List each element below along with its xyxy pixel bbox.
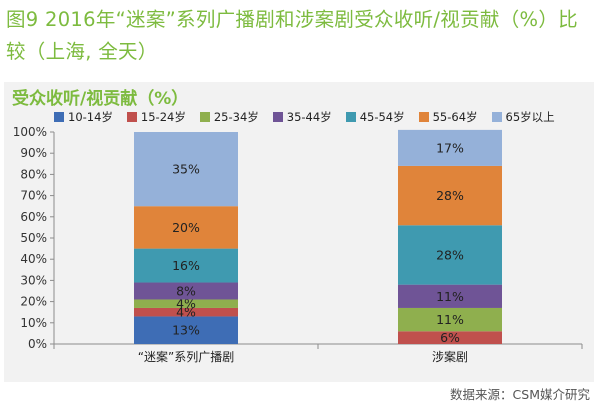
bar-segment bbox=[398, 331, 502, 344]
legend-label: 45-54岁 bbox=[359, 110, 405, 124]
data-label: 8% bbox=[176, 284, 196, 299]
legend-item: 35-44岁 bbox=[272, 109, 332, 125]
x-category-label: 涉案剧 bbox=[432, 349, 468, 364]
data-label: 11% bbox=[436, 289, 464, 304]
bar-segment bbox=[134, 132, 238, 207]
bar-segment bbox=[134, 307, 238, 317]
legend-label: 65岁以上 bbox=[505, 110, 555, 124]
y-tick-label: 60% bbox=[20, 210, 47, 224]
figure-title: 图9 2016年“迷案”系列广播剧和涉案剧受众收听/视贡献（%）比较（上海, 全… bbox=[6, 8, 578, 63]
bar-segment bbox=[398, 284, 502, 308]
legend-label: 25-34岁 bbox=[213, 110, 259, 124]
legend-swatch bbox=[491, 112, 502, 122]
y-tick-label: 70% bbox=[20, 189, 47, 203]
chart-title: 受众收听/视贡献（%） bbox=[12, 89, 189, 109]
data-label: 11% bbox=[436, 312, 464, 327]
y-tick-label: 90% bbox=[20, 146, 47, 160]
legend-swatch bbox=[418, 112, 429, 122]
data-label: 28% bbox=[436, 188, 464, 203]
chart-panel: 受众收听/视贡献（%） 10-14岁 15-24岁 25-34岁 35-44岁 45-5… bbox=[4, 82, 594, 382]
y-tick-label: 30% bbox=[20, 273, 47, 287]
data-label: 28% bbox=[436, 247, 464, 262]
bar-segment bbox=[134, 206, 238, 249]
chart-legend: 10-14岁 15-24岁 25-34岁 35-44岁 45-54岁 55-64岁 65岁以… bbox=[54, 109, 555, 125]
legend-item: 55-64岁 bbox=[418, 109, 478, 125]
data-label: 16% bbox=[172, 258, 200, 273]
stacked-bar-chart: 0% 10% 20% 30% 40% 50% 60% 70% 80% 90% 100% 13% 4%4%… bbox=[13, 125, 583, 364]
y-tick-label: 80% bbox=[20, 167, 47, 181]
legend-swatch bbox=[54, 112, 64, 122]
y-tick-label: 10% bbox=[20, 316, 47, 330]
x-category-label: “迷案”系列广播剧 bbox=[138, 349, 234, 364]
data-label: 4% bbox=[176, 296, 196, 311]
legend-item: 10-14岁 bbox=[54, 109, 113, 125]
legend-item: 45-54岁 bbox=[345, 109, 405, 125]
bar-segment bbox=[134, 299, 238, 308]
legend-item: 15-24岁 bbox=[126, 109, 186, 125]
bar-segment bbox=[134, 282, 238, 300]
bar-segment bbox=[398, 307, 502, 332]
data-label: 6% bbox=[440, 330, 460, 345]
data-label: 17% bbox=[436, 140, 464, 155]
y-tick-label: 20% bbox=[20, 295, 47, 309]
y-tick-label: 40% bbox=[20, 252, 47, 266]
legend-item: 65岁以上 bbox=[491, 109, 555, 125]
legend-label: 35-44岁 bbox=[286, 110, 332, 124]
legend-swatch bbox=[345, 112, 356, 122]
y-tick-label: 0% bbox=[28, 337, 47, 351]
legend-label: 10-14岁 bbox=[68, 110, 113, 124]
data-label: 35% bbox=[172, 162, 200, 177]
bar-segment bbox=[134, 248, 238, 283]
legend-item: 25-34岁 bbox=[199, 109, 259, 125]
bar-segment bbox=[398, 225, 502, 285]
legend-label: 15-24岁 bbox=[140, 110, 186, 124]
bar-segment bbox=[398, 129, 502, 166]
bar-segment bbox=[134, 316, 238, 344]
data-label: 4% bbox=[176, 305, 196, 320]
bar-segment bbox=[398, 165, 502, 226]
data-label: 13% bbox=[172, 323, 200, 338]
data-label: 20% bbox=[172, 220, 200, 235]
legend-swatch bbox=[272, 112, 283, 122]
legend-swatch bbox=[199, 112, 210, 122]
y-tick-label: 100% bbox=[13, 125, 47, 139]
y-tick-label: 50% bbox=[20, 231, 47, 245]
legend-swatch bbox=[126, 112, 137, 122]
legend-label: 55-64岁 bbox=[432, 110, 478, 124]
data-source-note: 数据来源：CSM媒介研究 bbox=[450, 387, 590, 402]
